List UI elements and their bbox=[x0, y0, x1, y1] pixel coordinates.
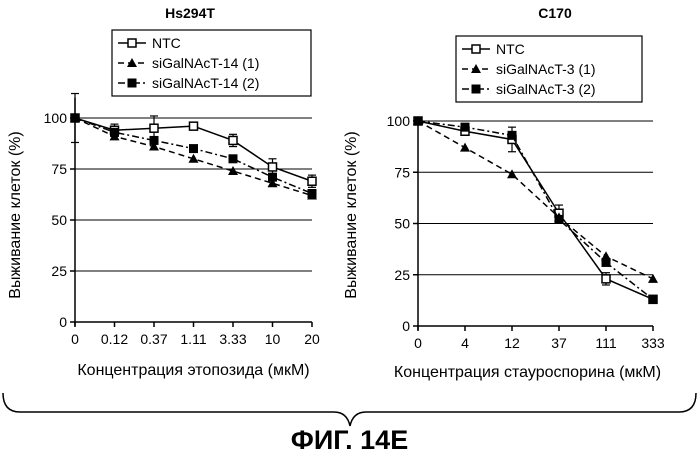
series-3-point bbox=[554, 214, 564, 224]
x-tick-label: 37 bbox=[551, 335, 567, 351]
y-axis-label: Выживание клеток (%) bbox=[7, 131, 24, 298]
series-1-point bbox=[228, 135, 238, 146]
y-axis-label: Выживание клеток (%) bbox=[343, 131, 360, 298]
series-2-point bbox=[149, 141, 159, 151]
series-3-point bbox=[70, 113, 80, 123]
legend-marker bbox=[471, 84, 481, 94]
chart-1: Hs294T 0 25 50 75 100 0 0.12 0.37 1.11 3.33 10 20 Выж… bbox=[7, 5, 320, 379]
series-line-1 bbox=[417, 120, 654, 301]
series-3-point bbox=[110, 127, 119, 137]
x-tick-label: 0.12 bbox=[101, 331, 128, 347]
x-tick-label: 0 bbox=[414, 335, 422, 351]
legend-label: siGalNAcT-3 (2) bbox=[496, 81, 596, 97]
x-tick-label: 12 bbox=[504, 335, 520, 351]
x-tick-label: 4 bbox=[461, 335, 469, 351]
y-tick-label: 75 bbox=[394, 164, 410, 180]
series-2-point bbox=[648, 273, 658, 283]
x-tick-label: 3.33 bbox=[219, 331, 246, 347]
chart-2: C170 0 25 50 75 100 0 4 12 37 111 333 Выживание клет… bbox=[343, 5, 665, 381]
series-3-point bbox=[648, 294, 658, 304]
series-2-point bbox=[228, 166, 238, 176]
series-1-point bbox=[601, 274, 611, 284]
figure-caption: ФИГ. 14E bbox=[290, 425, 409, 455]
series-2-point bbox=[188, 153, 199, 163]
legend-label: siGalNAcT-14 (1) bbox=[152, 55, 259, 71]
y-tick-label: 75 bbox=[51, 161, 67, 177]
series-1-point bbox=[149, 123, 159, 133]
legend-box bbox=[111, 29, 312, 97]
legend-marker bbox=[127, 78, 137, 88]
series-3-point bbox=[601, 257, 611, 267]
legend-marker bbox=[471, 64, 481, 73]
series-line-2 bbox=[417, 120, 654, 280]
series-2-point bbox=[267, 178, 278, 188]
y-tick-label: 25 bbox=[51, 263, 67, 279]
legend-marker bbox=[471, 44, 481, 54]
y-tick-label: 50 bbox=[394, 216, 410, 232]
series-line-3 bbox=[417, 120, 654, 300]
legend-label: siGalNAcT-14 (2) bbox=[152, 75, 259, 91]
series-3-point bbox=[507, 130, 517, 140]
series-3-point bbox=[268, 172, 277, 182]
legend-label: NTC bbox=[152, 35, 181, 51]
chart-title: C170 bbox=[538, 5, 572, 21]
legend-label: NTC bbox=[496, 41, 525, 57]
legend-marker bbox=[127, 38, 137, 48]
chart-title: Hs294T bbox=[165, 5, 215, 21]
series-2-point bbox=[460, 142, 470, 152]
series-1-point bbox=[307, 176, 317, 186]
series-3-point bbox=[149, 135, 159, 145]
x-tick-label: 1.11 bbox=[180, 331, 206, 347]
y-tick-label: 50 bbox=[51, 212, 67, 228]
series-2-point bbox=[507, 169, 517, 179]
y-tick-label: 0 bbox=[402, 318, 410, 334]
x-axis-label: Концентрация стауроспорина (мкМ) bbox=[394, 364, 661, 381]
legend-marker bbox=[127, 58, 137, 67]
series-3-point bbox=[460, 122, 470, 132]
series-1-point bbox=[188, 121, 199, 131]
y-tick-label: 0 bbox=[59, 314, 67, 330]
y-tick-label: 100 bbox=[44, 110, 68, 126]
series-3-point bbox=[228, 154, 238, 164]
y-tick-label: 100 bbox=[387, 113, 411, 129]
x-tick-label: 333 bbox=[641, 335, 665, 351]
y-tick-label: 25 bbox=[394, 267, 410, 283]
grouping-brace bbox=[2, 392, 697, 427]
x-tick-label: 0 bbox=[71, 331, 79, 347]
legend-label: siGalNAcT-3 (1) bbox=[496, 61, 596, 77]
series-3-point bbox=[189, 144, 198, 154]
x-tick-label: 10 bbox=[265, 331, 281, 347]
x-tick-label: 0.37 bbox=[140, 331, 167, 347]
x-tick-label: 20 bbox=[304, 331, 320, 347]
series-1-point bbox=[267, 162, 278, 172]
x-axis-label: Концентрация этопозида (мкМ) bbox=[77, 362, 309, 379]
x-tick-label: 111 bbox=[595, 335, 616, 351]
series-3-point bbox=[413, 116, 423, 126]
series-3-point bbox=[307, 188, 317, 198]
